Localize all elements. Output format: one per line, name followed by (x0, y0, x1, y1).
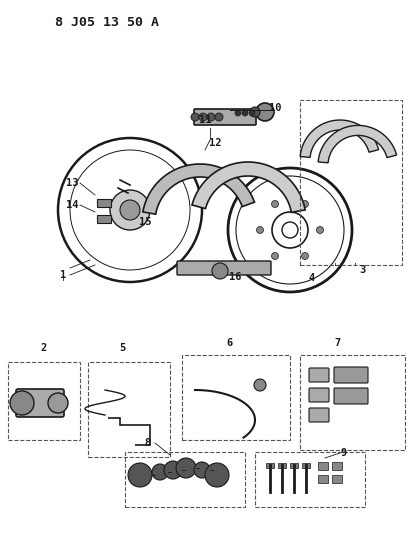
Circle shape (212, 263, 228, 279)
Circle shape (256, 103, 274, 121)
Bar (300, 355, 405, 450)
Bar (332, 462, 342, 470)
Bar (318, 475, 328, 483)
Circle shape (302, 253, 309, 260)
FancyBboxPatch shape (309, 368, 329, 382)
Polygon shape (318, 125, 397, 163)
Circle shape (254, 379, 266, 391)
Circle shape (128, 463, 152, 487)
Circle shape (272, 200, 279, 207)
Bar (278, 463, 286, 468)
Circle shape (207, 113, 215, 121)
Text: 16: 16 (229, 272, 241, 282)
Bar (266, 463, 274, 468)
Text: 11: 11 (199, 115, 211, 125)
Circle shape (205, 463, 229, 487)
Bar (125, 452, 245, 507)
Bar (300, 100, 402, 265)
Text: 3: 3 (359, 265, 365, 275)
Circle shape (164, 461, 182, 479)
Circle shape (215, 113, 223, 121)
Text: 13: 13 (66, 178, 78, 188)
FancyBboxPatch shape (309, 388, 329, 402)
FancyBboxPatch shape (309, 408, 329, 422)
Bar (332, 475, 342, 483)
Bar (97, 199, 111, 207)
Circle shape (242, 110, 248, 116)
Text: 6: 6 (227, 338, 233, 348)
Text: 15: 15 (139, 217, 151, 227)
Bar (318, 462, 328, 470)
Circle shape (316, 227, 323, 233)
Text: 2: 2 (41, 343, 47, 353)
Text: 9: 9 (341, 448, 347, 458)
Text: 7: 7 (335, 338, 341, 348)
Text: 14: 14 (66, 200, 78, 210)
Text: 10: 10 (269, 103, 281, 113)
Circle shape (191, 113, 199, 121)
FancyBboxPatch shape (194, 109, 256, 125)
Circle shape (48, 393, 68, 413)
Text: 4: 4 (309, 273, 315, 283)
Bar (290, 463, 298, 468)
Bar (255, 452, 365, 507)
Circle shape (120, 200, 140, 220)
Bar (88, 362, 170, 457)
Bar (302, 463, 310, 468)
Circle shape (302, 200, 309, 207)
Circle shape (250, 107, 260, 117)
FancyBboxPatch shape (334, 388, 368, 404)
Polygon shape (300, 120, 379, 157)
Polygon shape (192, 162, 305, 212)
Circle shape (194, 462, 210, 478)
Bar (97, 215, 111, 223)
Circle shape (272, 253, 279, 260)
Text: 5: 5 (119, 343, 125, 353)
FancyBboxPatch shape (177, 261, 271, 275)
Circle shape (110, 190, 150, 230)
Text: 8: 8 (145, 438, 151, 448)
Text: 8 J05 13 50 A: 8 J05 13 50 A (55, 15, 159, 28)
Bar (8, 362, 80, 440)
Circle shape (10, 391, 34, 415)
Circle shape (152, 464, 168, 480)
Circle shape (249, 110, 255, 116)
Circle shape (257, 227, 264, 233)
Text: 12: 12 (209, 138, 221, 148)
Circle shape (235, 110, 241, 116)
Circle shape (176, 458, 196, 478)
Text: 1: 1 (60, 270, 66, 280)
FancyBboxPatch shape (16, 389, 64, 417)
FancyBboxPatch shape (334, 367, 368, 383)
Bar (182, 355, 290, 440)
Circle shape (199, 113, 207, 121)
Polygon shape (143, 164, 255, 214)
